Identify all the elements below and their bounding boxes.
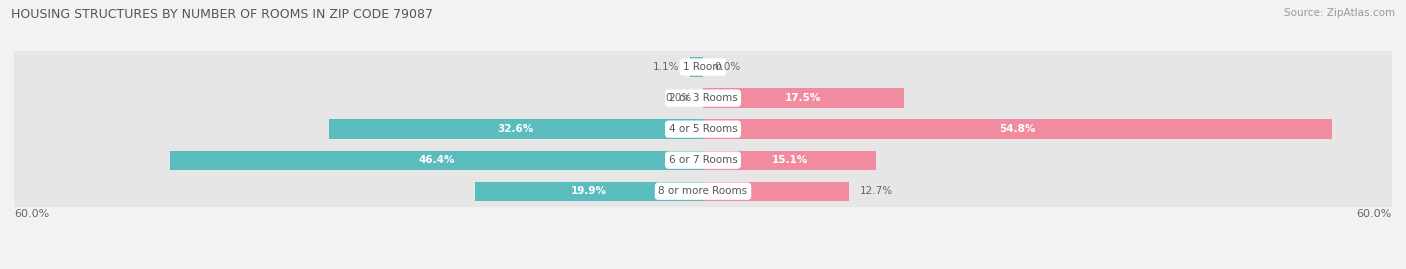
Text: 17.5%: 17.5% <box>786 93 821 103</box>
Text: HOUSING STRUCTURES BY NUMBER OF ROOMS IN ZIP CODE 79087: HOUSING STRUCTURES BY NUMBER OF ROOMS IN… <box>11 8 433 21</box>
Text: 0.0%: 0.0% <box>665 93 692 103</box>
Text: 2 or 3 Rooms: 2 or 3 Rooms <box>669 93 737 103</box>
Bar <box>329 119 703 139</box>
Text: 6 or 7 Rooms: 6 or 7 Rooms <box>669 155 737 165</box>
Bar <box>474 182 703 201</box>
Legend: Owner-occupied, Renter-occupied: Owner-occupied, Renter-occupied <box>572 266 834 269</box>
Bar <box>703 151 876 170</box>
FancyBboxPatch shape <box>14 82 1392 114</box>
Text: 1 Room: 1 Room <box>683 62 723 72</box>
FancyBboxPatch shape <box>14 51 1392 83</box>
Bar <box>170 151 703 170</box>
Text: 0.0%: 0.0% <box>714 62 741 72</box>
FancyBboxPatch shape <box>14 144 1392 176</box>
Text: 15.1%: 15.1% <box>772 155 808 165</box>
Bar <box>690 57 703 77</box>
Bar <box>703 182 849 201</box>
Text: Source: ZipAtlas.com: Source: ZipAtlas.com <box>1284 8 1395 18</box>
FancyBboxPatch shape <box>14 175 1392 207</box>
Text: 60.0%: 60.0% <box>14 209 49 219</box>
Text: 46.4%: 46.4% <box>419 155 456 165</box>
Text: 12.7%: 12.7% <box>860 186 893 196</box>
FancyBboxPatch shape <box>14 113 1392 145</box>
Text: 60.0%: 60.0% <box>1357 209 1392 219</box>
Text: 32.6%: 32.6% <box>498 124 534 134</box>
Text: 8 or more Rooms: 8 or more Rooms <box>658 186 748 196</box>
Text: 19.9%: 19.9% <box>571 186 607 196</box>
Text: 4 or 5 Rooms: 4 or 5 Rooms <box>669 124 737 134</box>
Text: 1.1%: 1.1% <box>652 62 679 72</box>
Bar <box>703 119 1333 139</box>
Bar <box>703 89 904 108</box>
Text: 54.8%: 54.8% <box>1000 124 1036 134</box>
